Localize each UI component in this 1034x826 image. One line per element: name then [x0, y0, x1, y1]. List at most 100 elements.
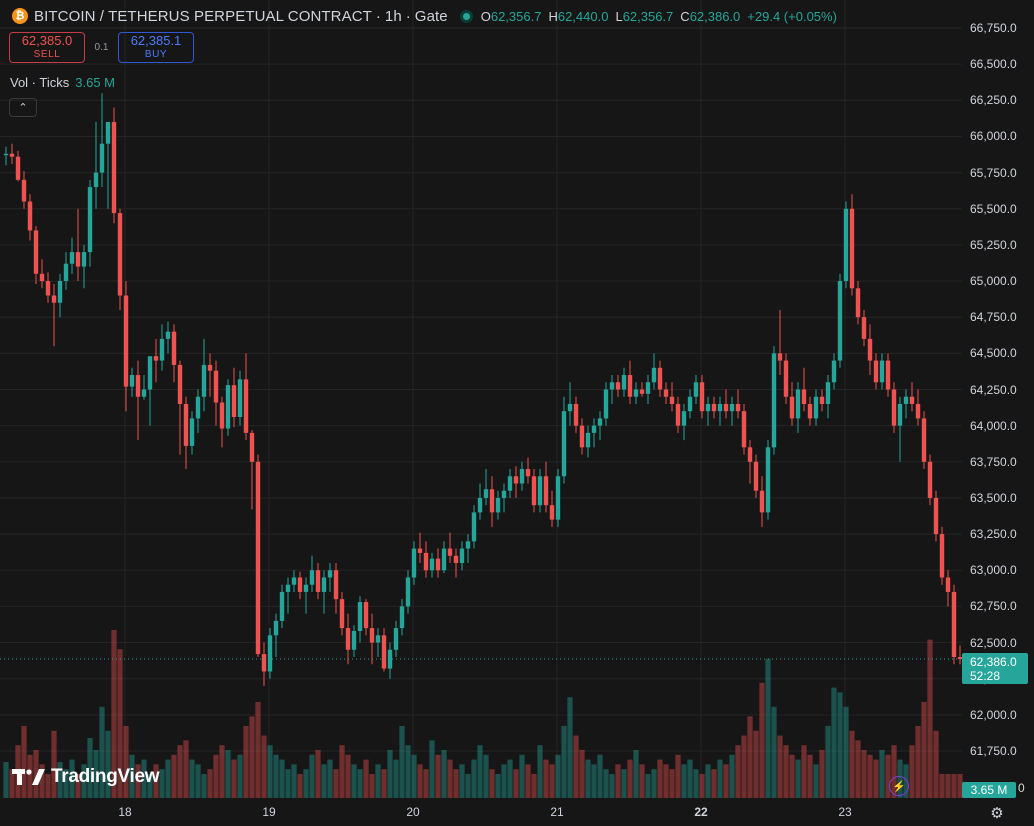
candle-body: [147, 356, 153, 390]
volume-bar: [459, 764, 465, 798]
volume-bar: [387, 750, 393, 798]
candle-body: [639, 389, 645, 394]
candle-body: [669, 396, 675, 404]
volume-bar: [165, 759, 171, 798]
candle-body: [783, 360, 789, 397]
candle-body: [471, 512, 477, 542]
trade-buttons: 62,385.0 SELL 0.1 62,385.1 BUY: [9, 32, 194, 63]
price-tick-label: 65,000.0: [970, 274, 1017, 289]
volume-bar: [483, 754, 489, 798]
volume-bar: [825, 726, 831, 798]
candle-body: [585, 432, 591, 448]
candle-body: [3, 153, 9, 156]
volume-bar: [819, 750, 825, 798]
volume-bar: [327, 759, 333, 798]
volume-bar: [129, 754, 135, 798]
volume-bar: [183, 740, 189, 798]
candle-body: [105, 121, 111, 144]
volume-bar: [261, 735, 267, 798]
candle-body: [363, 602, 369, 629]
price-tick-label: 64,750.0: [970, 310, 1017, 325]
candle-body: [531, 476, 537, 506]
candle-body: [15, 156, 21, 180]
tradingview-logo-icon: [12, 769, 45, 785]
candle-body: [33, 230, 39, 274]
volume-bar: [255, 702, 261, 798]
candle-body: [225, 385, 231, 429]
sell-button[interactable]: 62,385.0 SELL: [9, 32, 85, 63]
candle-body: [933, 497, 939, 535]
candle-body: [501, 490, 507, 498]
volume-legend[interactable]: Vol · Ticks 3.65 M: [10, 75, 115, 90]
collapse-indicators-button[interactable]: ⌃: [9, 98, 37, 117]
volume-bar: [837, 692, 843, 798]
candle-body: [177, 364, 183, 404]
candle-body: [405, 577, 411, 607]
candle-body: [957, 657, 963, 660]
tradingview-logo-text: TradingView: [51, 766, 160, 787]
market-status-icon[interactable]: [459, 9, 473, 23]
volume-bar: [123, 726, 129, 798]
volume-bar: [81, 764, 87, 798]
candle-body: [537, 476, 543, 506]
tradingview-logo[interactable]: TradingView: [12, 766, 160, 788]
bitcoin-icon: ₿: [12, 8, 28, 24]
candle-body: [93, 172, 99, 188]
volume-bar: [651, 769, 657, 798]
candle-body: [393, 628, 399, 650]
volume-bar: [855, 740, 861, 798]
volume-bar: [393, 759, 399, 798]
price-axis[interactable]: 66,750.0 66,500.0 66,250.0 66,000.0 65,750.0…: [962, 0, 1034, 826]
candle-body: [807, 403, 813, 419]
volume-bar: [693, 769, 699, 798]
candle-body: [657, 367, 663, 390]
volume-bar: [87, 738, 93, 798]
volume-bar: [189, 759, 195, 798]
candle-body: [753, 461, 759, 491]
candle-body: [327, 570, 333, 578]
candle-body: [411, 548, 417, 578]
candle-body: [111, 121, 117, 214]
volume-bar: [219, 745, 225, 798]
volume-bar: [453, 769, 459, 798]
price-tick-label: 64,250.0: [970, 382, 1017, 397]
volume-bar: [201, 774, 207, 798]
interval-label[interactable]: 1h: [384, 7, 402, 25]
volume-bar: [843, 706, 849, 798]
candle-body: [441, 548, 447, 571]
low-label: L: [615, 8, 623, 24]
volume-bar: [237, 754, 243, 798]
candle-body: [699, 382, 705, 412]
volume-bar: [657, 759, 663, 798]
candle-body: [855, 288, 861, 318]
flash-icon[interactable]: ⚡: [889, 776, 909, 796]
volume-bar: [789, 754, 795, 798]
symbol-title[interactable]: BITCOIN / TETHERUS PERPETUAL CONTRACT: [34, 7, 372, 25]
candle-body: [483, 489, 489, 498]
volume-bar: [213, 754, 219, 798]
volume-bar: [699, 774, 705, 798]
ohlc-readout: O62,356.7 H62,440.0 L62,356.7 C62,386.0 …: [481, 9, 837, 24]
price-tick-label: 62,750.0: [970, 599, 1017, 614]
volume-bar: [447, 759, 453, 798]
exchange-label[interactable]: Gate: [414, 7, 448, 25]
price-tick-label: 65,250.0: [970, 237, 1017, 252]
volume-bar: [27, 754, 33, 798]
gear-icon[interactable]: ⚙: [990, 805, 1004, 822]
candle-body: [399, 606, 405, 629]
volume-bar: [861, 750, 867, 798]
candle-body: [81, 252, 87, 267]
volume-bar: [69, 759, 75, 798]
high-label: H: [548, 8, 558, 24]
buy-price: 62,385.1: [130, 32, 182, 48]
buy-button[interactable]: 62,385.1 BUY: [118, 32, 194, 63]
volume-bar: [363, 759, 369, 798]
candle-body: [321, 577, 327, 592]
candle-body: [129, 375, 135, 387]
candle-body: [495, 497, 501, 513]
chart-header: ₿ BITCOIN / TETHERUS PERPETUAL CONTRACT …: [0, 0, 960, 32]
volume-legend-label: Vol · Ticks: [10, 75, 70, 90]
volume-bar: [21, 726, 27, 798]
candle-body: [63, 263, 69, 282]
